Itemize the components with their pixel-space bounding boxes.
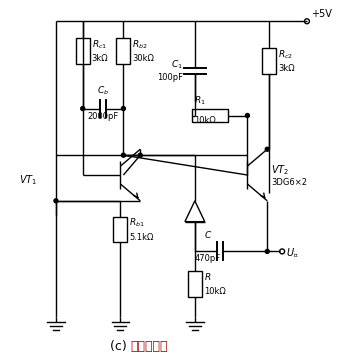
Text: 无偏压电路: 无偏压电路 <box>130 340 168 353</box>
Circle shape <box>245 114 250 117</box>
Text: 3kΩ: 3kΩ <box>278 64 295 73</box>
Circle shape <box>265 250 269 253</box>
Text: 2000pF: 2000pF <box>87 111 118 121</box>
Text: $R$: $R$ <box>204 271 211 282</box>
Text: 470pF: 470pF <box>195 255 221 263</box>
Text: $C$: $C$ <box>204 228 212 240</box>
Bar <box>262 48 276 74</box>
Text: +5V: +5V <box>311 9 332 19</box>
Circle shape <box>265 147 269 151</box>
Text: $R_{c2}$: $R_{c2}$ <box>278 48 293 61</box>
Circle shape <box>121 107 125 111</box>
Text: $U_{出}$: $U_{出}$ <box>286 247 299 260</box>
Text: $R_1$: $R_1$ <box>194 94 206 107</box>
Text: $C_b$: $C_b$ <box>96 84 109 97</box>
Text: $R_{c1}$: $R_{c1}$ <box>92 38 107 51</box>
Text: 30kΩ: 30kΩ <box>132 54 154 63</box>
Circle shape <box>81 107 85 111</box>
Bar <box>188 271 202 297</box>
Text: (c): (c) <box>110 340 130 353</box>
Bar <box>192 109 228 122</box>
Text: $R_{b2}$: $R_{b2}$ <box>132 38 148 51</box>
Bar <box>117 38 130 64</box>
Text: 10kΩ: 10kΩ <box>194 116 216 126</box>
Text: $R_{b1}$: $R_{b1}$ <box>129 217 145 229</box>
Bar <box>113 217 127 242</box>
Text: $VT_1$: $VT_1$ <box>19 173 38 187</box>
Text: 10kΩ: 10kΩ <box>204 287 226 296</box>
Circle shape <box>121 153 125 157</box>
Bar <box>76 38 90 64</box>
Text: 5.1kΩ: 5.1kΩ <box>129 232 154 242</box>
Text: 3kΩ: 3kΩ <box>92 54 108 63</box>
Text: 3DG6×2: 3DG6×2 <box>271 178 307 187</box>
Text: $C_1$: $C_1$ <box>171 59 183 71</box>
Circle shape <box>138 153 142 157</box>
Text: $VT_2$: $VT_2$ <box>271 163 290 177</box>
Circle shape <box>54 199 58 203</box>
Text: 100pF: 100pF <box>157 73 183 82</box>
